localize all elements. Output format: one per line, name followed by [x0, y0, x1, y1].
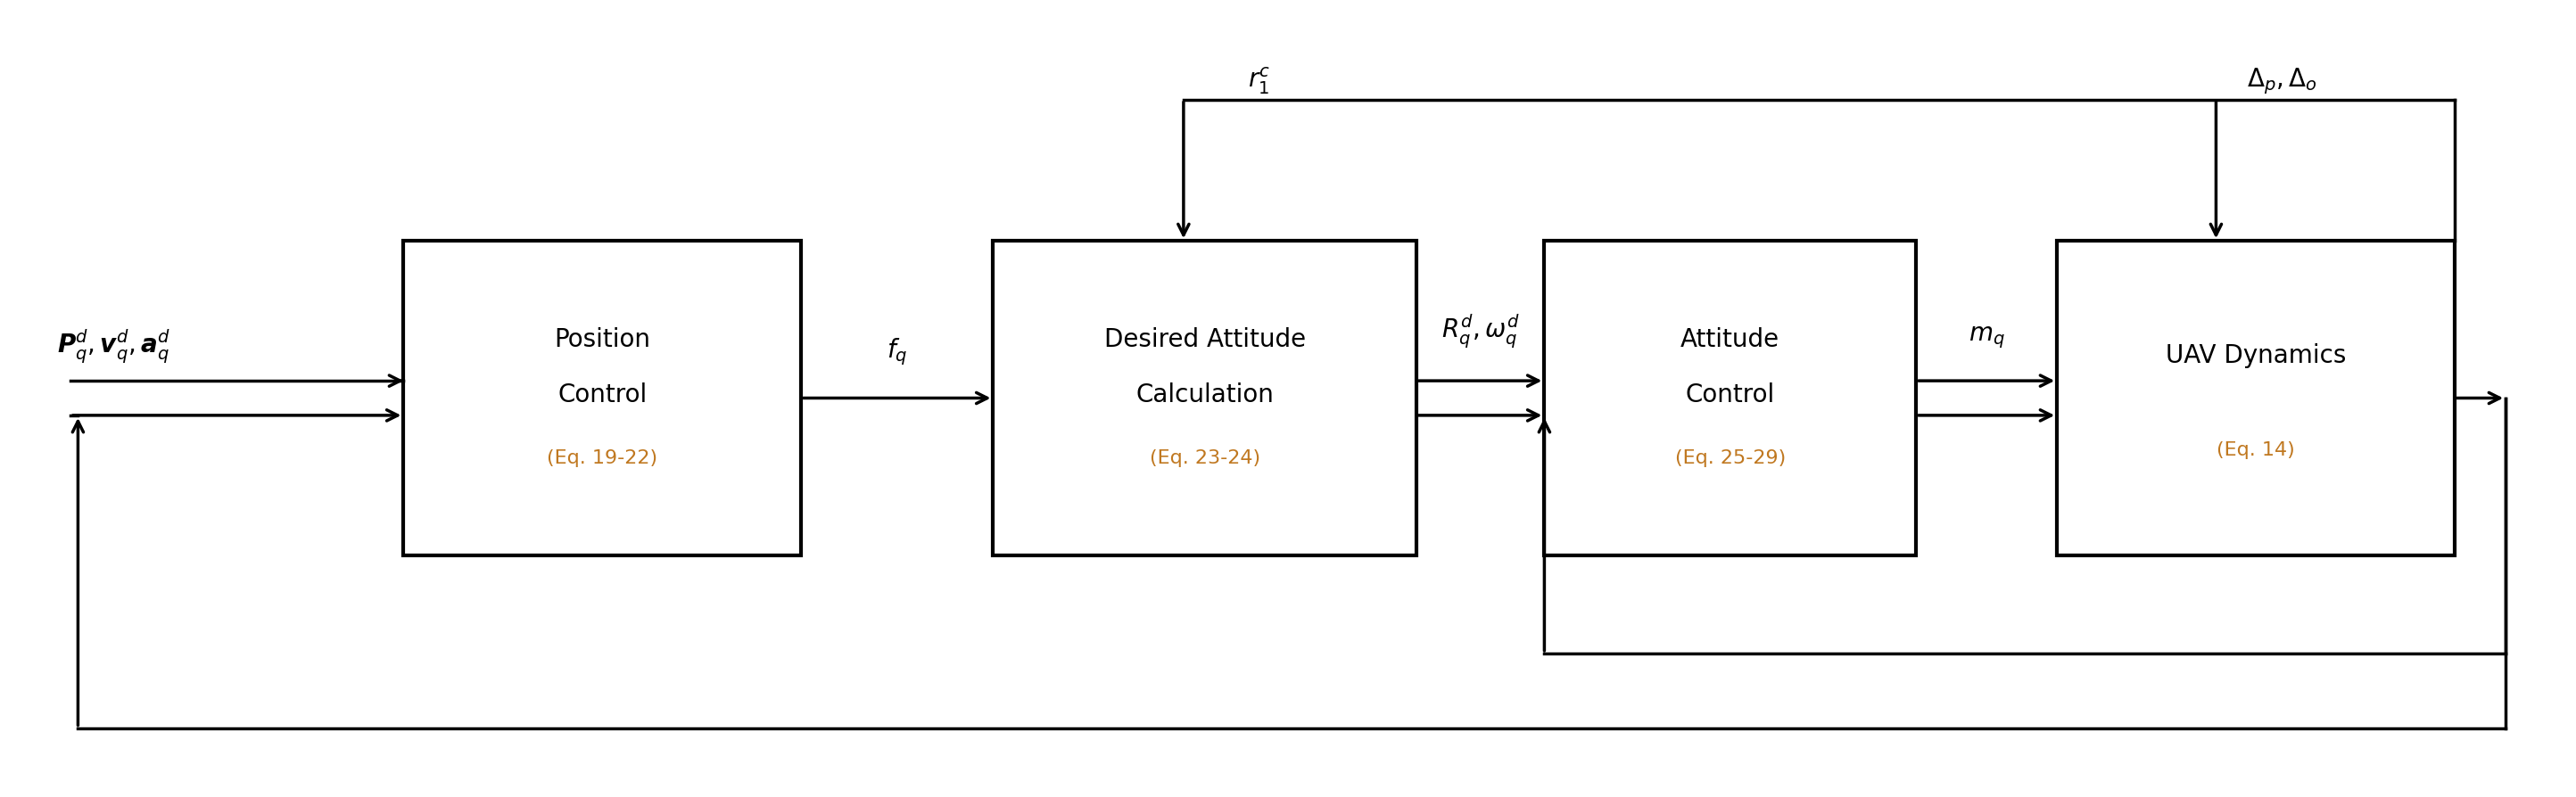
Text: Control: Control	[556, 382, 647, 407]
Text: $\boldsymbol{P}_q^d, \boldsymbol{v}_q^d, \boldsymbol{a}_q^d$: $\boldsymbol{P}_q^d, \boldsymbol{v}_q^d,…	[57, 327, 170, 365]
Text: Desired Attitude: Desired Attitude	[1105, 328, 1306, 352]
Bar	[1546, 241, 1917, 556]
Text: $R_q^d, \omega_q^d$: $R_q^d, \omega_q^d$	[1440, 312, 1520, 350]
Text: (Eq. 14): (Eq. 14)	[2215, 441, 2295, 458]
Text: $m_q$: $m_q$	[1968, 324, 2004, 350]
Bar	[994, 241, 1417, 556]
Text: Calculation: Calculation	[1136, 382, 1273, 407]
Text: (Eq. 23-24): (Eq. 23-24)	[1149, 449, 1260, 466]
Text: $r_1^c$: $r_1^c$	[1247, 66, 1270, 96]
Text: (Eq. 25-29): (Eq. 25-29)	[1674, 449, 1785, 466]
Bar	[2058, 241, 2455, 556]
Text: Position: Position	[554, 328, 649, 352]
Text: $\Delta_p, \Delta_o$: $\Delta_p, \Delta_o$	[2246, 66, 2318, 96]
Text: $f_q$: $f_q$	[886, 336, 907, 367]
Text: (Eq. 19-22): (Eq. 19-22)	[546, 449, 657, 466]
Text: Attitude: Attitude	[1680, 328, 1780, 352]
Text: Control: Control	[1685, 382, 1775, 407]
Bar	[404, 241, 801, 556]
Text: UAV Dynamics: UAV Dynamics	[2166, 343, 2347, 367]
